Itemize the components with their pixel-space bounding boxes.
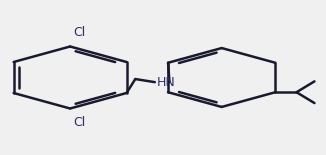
Text: HN: HN xyxy=(156,76,175,89)
Text: Cl: Cl xyxy=(73,26,86,39)
Text: Cl: Cl xyxy=(73,116,86,129)
